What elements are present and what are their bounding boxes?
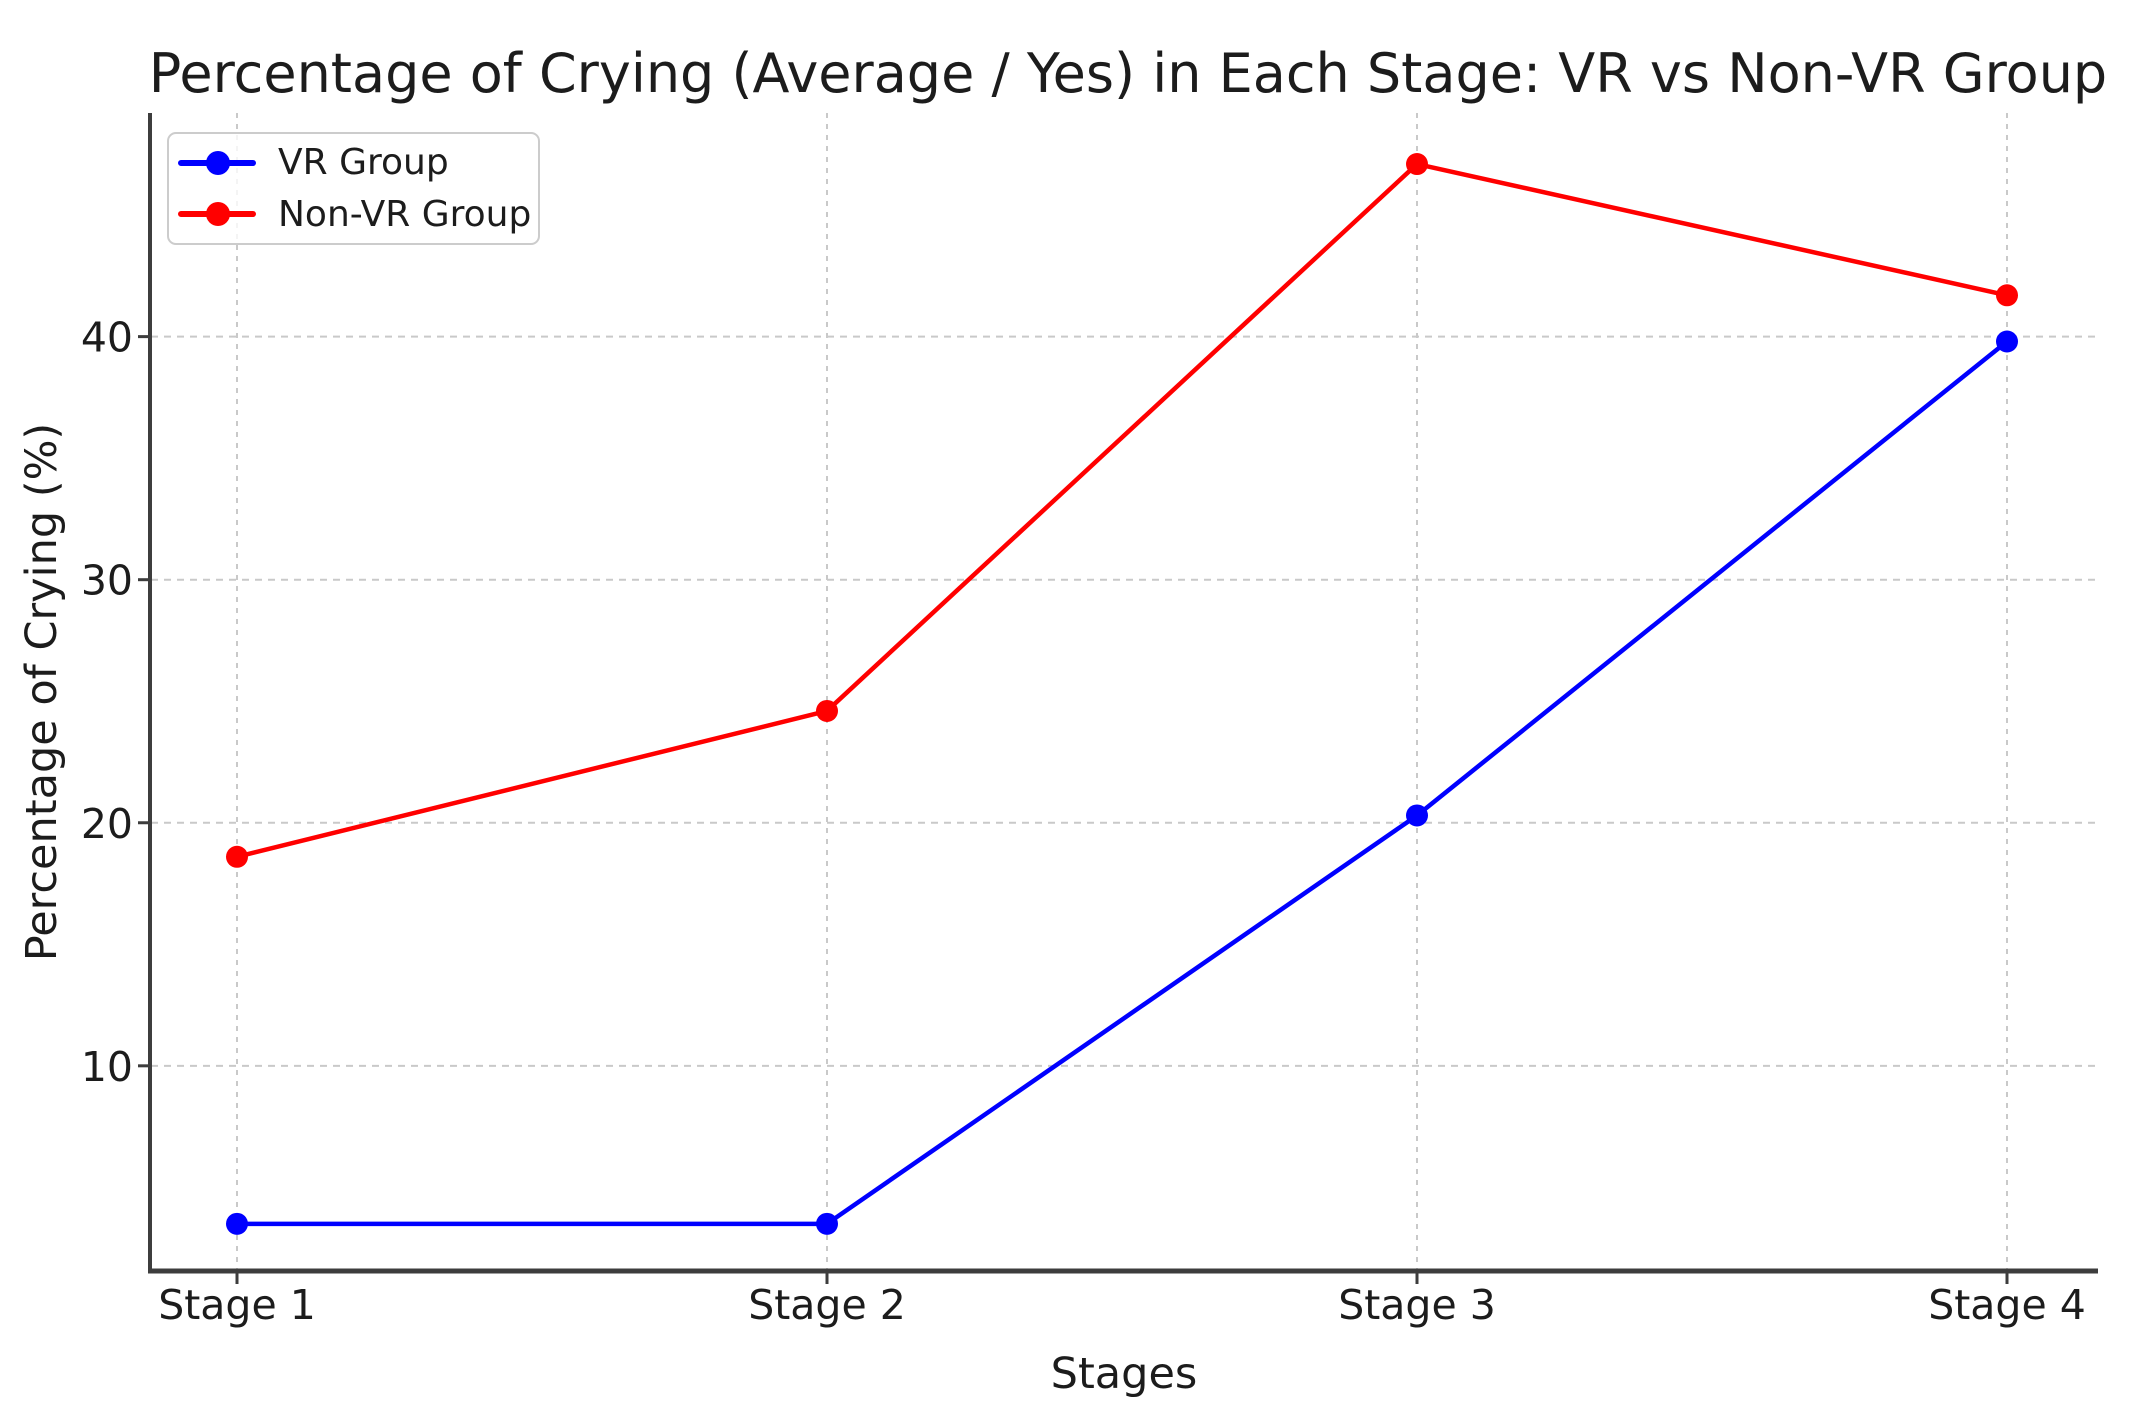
data-point-marker bbox=[1996, 330, 2018, 353]
data-point-marker bbox=[1406, 153, 1428, 176]
series-line bbox=[236, 161, 2008, 859]
axis-spines bbox=[148, 113, 2098, 1274]
x-tick-label: Stage 1 bbox=[158, 1281, 316, 1329]
x-tick-label: Stage 3 bbox=[1338, 1281, 1496, 1329]
gridlines bbox=[151, 113, 2098, 1270]
x-tick-label: Stage 4 bbox=[1928, 1281, 2086, 1329]
data-point-marker bbox=[226, 845, 248, 868]
data-point-marker bbox=[1996, 284, 2018, 307]
data-point-marker bbox=[1406, 804, 1428, 827]
tick-labels: 10 20 30 40 Stage 1 Stage 2 Stage 3 Stage 4 bbox=[81, 314, 2086, 1329]
legend-entry-label: VR Group bbox=[278, 142, 449, 184]
legend-entry: VR Group bbox=[169, 140, 538, 186]
y-axis-label: Percentage of Crying (%) bbox=[17, 423, 67, 961]
legend-marker-dot bbox=[206, 202, 230, 227]
data-point-marker bbox=[226, 1212, 248, 1235]
y-tick-label: 40 bbox=[81, 314, 133, 362]
y-tick-label: 20 bbox=[81, 800, 133, 848]
legend-line-sample bbox=[178, 150, 256, 176]
legend-entry-label: Non-VR Group bbox=[278, 193, 532, 235]
legend: VR Group Non-VR Group bbox=[167, 132, 540, 245]
legend-entry: Non-VR Group bbox=[169, 191, 538, 237]
data-point-marker bbox=[816, 699, 838, 722]
y-tick-label: 30 bbox=[81, 557, 133, 605]
x-axis-label: Stages bbox=[1051, 1349, 1198, 1399]
y-tick-label: 10 bbox=[81, 1043, 133, 1091]
x-tick-label: Stage 2 bbox=[748, 1281, 906, 1329]
legend-marker-dot bbox=[206, 150, 230, 175]
series-lines bbox=[226, 153, 2018, 1235]
data-point-marker bbox=[816, 1212, 838, 1235]
chart-title: Percentage of Crying (Average / Yes) in … bbox=[149, 42, 2107, 105]
legend-line-sample bbox=[178, 201, 256, 227]
series-line bbox=[237, 339, 2009, 1227]
